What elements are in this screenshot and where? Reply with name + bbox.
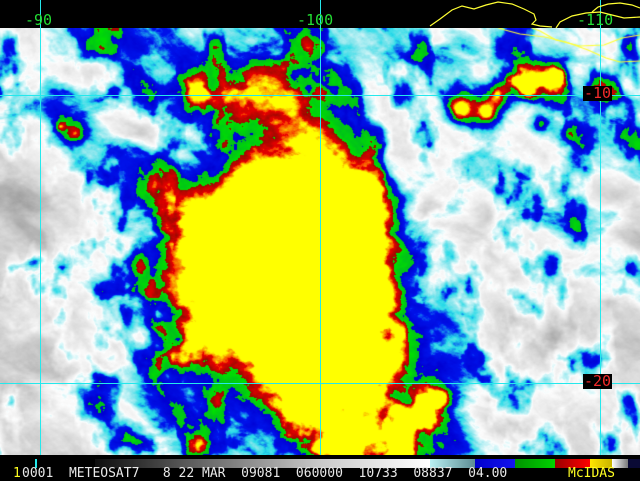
top-letterbox: [0, 0, 640, 28]
color-enhancement-bar[interactable]: [0, 459, 640, 468]
frame-number-label: 1: [13, 466, 21, 481]
color-bar-segment: [515, 459, 555, 468]
mcidas-brand-label: McIDAS: [568, 466, 615, 481]
status-bar: 1 0001 METEOSAT7 8 22 MAR 09081 060000 1…: [0, 466, 640, 481]
color-bar-segment: [0, 459, 95, 468]
color-bar-tick-marker: [35, 459, 37, 468]
satellite-image-panel[interactable]: [0, 28, 640, 455]
color-bar-segment: [590, 459, 612, 468]
color-bar-segment: [628, 459, 640, 468]
color-bar-segment: [430, 459, 475, 468]
color-bar-segment: [612, 459, 628, 468]
image-info-line: 0001 METEOSAT7 8 22 MAR 09081 060000 107…: [22, 466, 508, 481]
color-bar-segment: [555, 459, 590, 468]
color-bar-segment: [320, 459, 430, 468]
color-bar-segment: [475, 459, 515, 468]
color-bar-segment: [95, 459, 320, 468]
bottom-letterbox: [0, 455, 640, 459]
infrared-satellite-image[interactable]: [0, 28, 640, 455]
